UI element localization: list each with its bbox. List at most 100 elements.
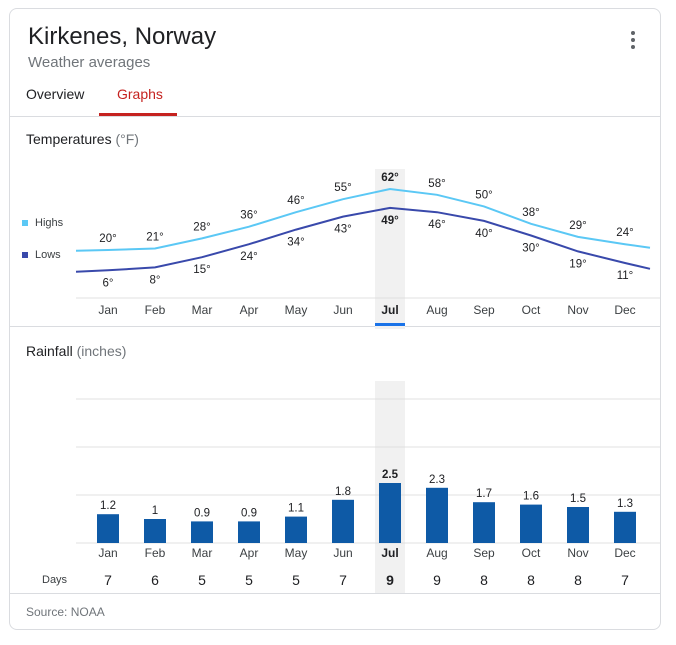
temperatures-heading: Temperatures (°F)	[26, 131, 139, 147]
rain-month-label: Oct	[522, 546, 541, 560]
days-value: 5	[292, 572, 300, 588]
lows-data-label: 46°	[428, 219, 445, 231]
days-value: 8	[527, 572, 535, 588]
rain-bar	[567, 507, 589, 543]
lows-data-label: 15°	[193, 264, 210, 276]
legend-highs-swatch	[22, 220, 28, 226]
lows-data-label: 34°	[287, 237, 304, 249]
tab-graphs[interactable]: Graphs	[117, 86, 163, 102]
rainfall-label: Rainfall	[26, 343, 73, 359]
source-note: Source: NOAA	[26, 605, 105, 619]
rain-month-label: Nov	[567, 546, 588, 560]
rain-data-label: 1.2	[100, 500, 116, 512]
rain-bar	[332, 499, 354, 543]
days-label: Days	[42, 574, 68, 586]
rain-bar	[520, 504, 542, 543]
temp-month-label: Feb	[145, 303, 166, 317]
lows-data-label: 30°	[522, 242, 539, 254]
rain-bar	[191, 521, 213, 543]
temp-month-label: Jun	[333, 303, 352, 317]
rain-data-label: 0.9	[194, 507, 210, 519]
days-value: 7	[339, 572, 347, 588]
days-value: 8	[574, 572, 582, 588]
temp-month-label: Jan	[98, 303, 117, 317]
rain-bar	[238, 521, 260, 543]
page-title: Kirkenes, Norway	[28, 23, 217, 50]
rain-data-label: 1.8	[335, 486, 351, 498]
page-subtitle: Weather averages	[28, 54, 151, 71]
rain-bar	[285, 516, 307, 543]
days-value: 7	[104, 572, 112, 588]
legend-lows-label: Lows	[35, 249, 61, 261]
rain-month-label: Jul	[381, 546, 398, 560]
rain-bar	[426, 487, 448, 543]
temp-month-label: May	[285, 303, 308, 317]
rain-bar	[144, 519, 166, 543]
rain-data-label: 1.5	[570, 493, 586, 505]
rain-data-label: 1	[152, 505, 158, 517]
rain-data-label: 1.7	[476, 488, 492, 500]
days-value: 5	[245, 572, 253, 588]
highs-data-label: 36°	[240, 210, 257, 222]
rain-month-label: Dec	[614, 546, 635, 560]
lows-data-label: 8°	[150, 274, 161, 286]
weather-card: Kirkenes, Norway Weather averages Overvi…	[9, 8, 661, 630]
highs-data-label: 28°	[193, 221, 210, 233]
more-vert-icon[interactable]	[626, 29, 640, 51]
temp-month-label: Jul	[381, 303, 398, 317]
rain-month-label: Aug	[426, 546, 447, 560]
temp-month-label: Mar	[192, 303, 213, 317]
days-value: 9	[433, 572, 441, 588]
temperatures-label: Temperatures	[26, 131, 112, 147]
days-value: 9	[386, 572, 394, 588]
temp-month-label: Oct	[522, 303, 541, 317]
legend-lows: Lows	[22, 249, 61, 261]
days-value: 5	[198, 572, 206, 588]
rainfall-heading: Rainfall (inches)	[26, 343, 126, 359]
temp-month-label: Dec	[614, 303, 635, 317]
lows-data-label: 40°	[475, 228, 492, 240]
selected-month-marker	[375, 323, 405, 326]
divider	[10, 593, 660, 594]
rain-data-label: 2.5	[382, 469, 399, 481]
highs-data-label: 58°	[428, 178, 445, 190]
active-tab-indicator	[99, 113, 177, 116]
highs-data-label: 20°	[99, 233, 116, 245]
rain-data-label: 2.3	[429, 474, 445, 486]
rain-data-label: 1.6	[523, 491, 539, 503]
days-value: 7	[621, 572, 629, 588]
rain-month-label: Apr	[240, 546, 259, 560]
highs-data-label: 24°	[616, 227, 633, 239]
days-value: 6	[151, 572, 159, 588]
legend-highs-label: Highs	[35, 217, 64, 229]
lows-data-label: 24°	[240, 251, 257, 263]
rain-data-label: 1.1	[288, 503, 304, 515]
weather-charts: 20° 21° 28° 36° 46° 55° 62° 58° 50° 38° 29° 24° 6° 8°…	[42, 169, 660, 593]
temp-month-label: Sep	[473, 303, 495, 317]
legend-highs: Highs	[22, 217, 63, 229]
days-value: 8	[480, 572, 488, 588]
lows-data-label: 49°	[381, 215, 399, 227]
temp-month-label: Nov	[567, 303, 588, 317]
temp-month-label: Apr	[240, 303, 259, 317]
rain-month-label: Jan	[98, 546, 117, 560]
rainfall-unit: (inches)	[76, 343, 127, 359]
lows-line	[75, 206, 651, 273]
highs-data-label: 62°	[381, 172, 399, 184]
temp-month-label: Aug	[426, 303, 447, 317]
rain-month-label: Jun	[333, 546, 352, 560]
rain-month-label: Sep	[473, 546, 495, 560]
divider	[10, 116, 660, 117]
highs-data-label: 38°	[522, 207, 539, 219]
rain-month-label: Feb	[145, 546, 166, 560]
lows-data-label: 43°	[334, 224, 351, 236]
tab-overview[interactable]: Overview	[26, 86, 85, 102]
rain-bar	[473, 502, 495, 543]
rain-month-label: Mar	[192, 546, 213, 560]
rain-bar	[97, 514, 119, 543]
highs-data-label: 29°	[569, 220, 586, 232]
highs-data-label: 46°	[287, 195, 304, 207]
rain-bar	[379, 483, 401, 543]
legend-lows-swatch	[22, 252, 28, 258]
lows-data-label: 6°	[103, 277, 114, 289]
